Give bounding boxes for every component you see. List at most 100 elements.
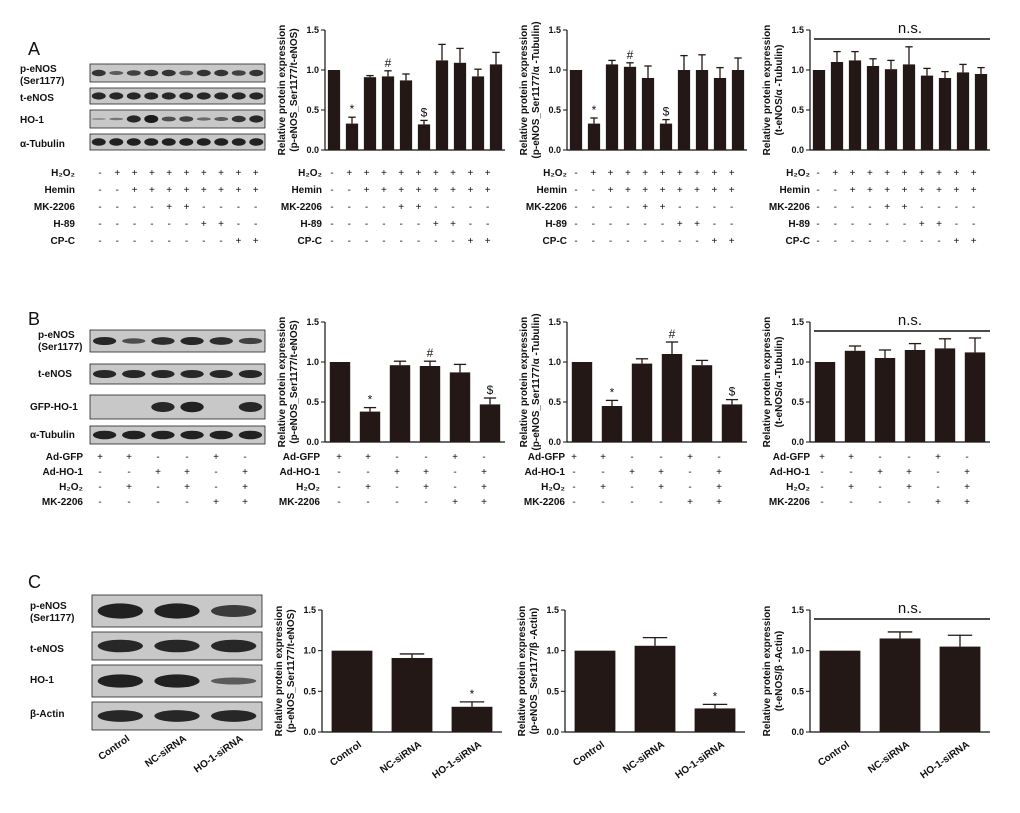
- condition-sign: -: [400, 219, 403, 230]
- condition-sign: -: [851, 219, 854, 230]
- condition-sign: +: [218, 168, 224, 179]
- condition-sign: -: [572, 467, 575, 478]
- condition-sign: -: [243, 452, 246, 463]
- x-tick-label: HO-1-siRNA: [431, 739, 484, 781]
- condition-sign: +: [716, 497, 722, 508]
- bar: [938, 78, 952, 150]
- condition-sign: -: [330, 236, 333, 247]
- condition-sign: +: [201, 185, 207, 196]
- condition-sign: -: [695, 236, 698, 247]
- blot-band: [97, 639, 143, 653]
- condition-sign: -: [903, 219, 906, 230]
- condition-sign: +: [166, 185, 172, 196]
- condition-sign: -: [98, 202, 101, 213]
- condition-sign: -: [936, 467, 939, 478]
- blot-band: [249, 115, 264, 123]
- condition-label: MK-2206: [526, 202, 568, 213]
- condition-sign: +: [729, 185, 735, 196]
- blot-label: t-eNOS: [20, 93, 54, 104]
- bar: [844, 350, 866, 442]
- x-tick-label: Control: [328, 739, 364, 769]
- blot-band: [249, 138, 264, 146]
- condition-sign: +: [902, 168, 908, 179]
- bar: [956, 72, 970, 150]
- blot-band: [196, 117, 211, 121]
- y-axis-label: Relative protein expression: [277, 25, 288, 156]
- bar: [731, 70, 745, 150]
- y-tick-label: 1.0: [306, 65, 319, 75]
- condition-sign: +: [485, 185, 491, 196]
- blot-band: [231, 70, 246, 76]
- bar: [819, 650, 861, 732]
- condition-label: Hemin: [536, 185, 567, 196]
- condition-sign: +: [936, 185, 942, 196]
- blot-band: [214, 138, 229, 146]
- condition-sign: -: [572, 497, 575, 508]
- condition-sign: +: [398, 185, 404, 196]
- bar: [571, 362, 593, 442]
- condition-sign: -: [98, 482, 101, 493]
- condition-sign: -: [851, 202, 854, 213]
- x-tick-label: NC-siRNA: [866, 739, 911, 775]
- condition-sign: +: [953, 236, 959, 247]
- blot-band: [92, 336, 117, 346]
- blot-band: [179, 92, 194, 100]
- condition-sign: -: [400, 236, 403, 247]
- condition-sign: +: [971, 168, 977, 179]
- condition-label: Ad-GFP: [46, 452, 84, 463]
- condition-sign: +: [608, 185, 614, 196]
- condition-sign: -: [382, 202, 385, 213]
- blot-band: [238, 430, 263, 440]
- condition-sign: -: [849, 467, 852, 478]
- blot-label: p-eNOS: [38, 330, 75, 341]
- condition-sign: -: [348, 185, 351, 196]
- condition-sign: -: [907, 497, 910, 508]
- condition-label: H-89: [545, 219, 567, 230]
- y-tick-label: 1.5: [791, 605, 804, 615]
- y-tick-label: 0.0: [548, 437, 561, 447]
- bar: [884, 69, 898, 150]
- blot-strip: [89, 109, 266, 129]
- condition-label: CP-C: [298, 236, 322, 247]
- blot-band: [154, 639, 200, 653]
- condition-sign: -: [574, 202, 577, 213]
- condition-sign: -: [116, 219, 119, 230]
- condition-sign: +: [336, 452, 342, 463]
- blot-band: [91, 138, 106, 146]
- blot-band: [126, 138, 141, 146]
- condition-sign: -: [574, 236, 577, 247]
- condition-sign: -: [98, 219, 101, 230]
- y-axis-label: (t-eNOS/α -Tubulin): [774, 337, 785, 428]
- condition-sign: +: [906, 467, 912, 478]
- bar: [902, 64, 916, 150]
- condition-sign: -: [592, 219, 595, 230]
- bar: [713, 78, 727, 150]
- condition-sign: -: [820, 467, 823, 478]
- condition-sign: +: [935, 452, 941, 463]
- blot-band: [180, 430, 204, 440]
- condition-sign: -: [878, 482, 881, 493]
- condition-label: H-89: [53, 219, 75, 230]
- condition-sign: -: [630, 497, 633, 508]
- condition-sign: +: [132, 168, 138, 179]
- blot-band: [238, 402, 263, 412]
- condition-sign: +: [600, 482, 606, 493]
- panel-letter: B: [28, 309, 40, 329]
- condition-sign: +: [452, 452, 458, 463]
- condition-sign: -: [219, 236, 222, 247]
- condition-sign: -: [365, 202, 368, 213]
- condition-sign: -: [644, 219, 647, 230]
- condition-sign: +: [218, 185, 224, 196]
- blot-band: [196, 138, 211, 146]
- blot-band: [91, 92, 106, 100]
- blot-band: [161, 116, 176, 122]
- condition-sign: -: [955, 219, 958, 230]
- condition-sign: -: [601, 497, 604, 508]
- condition-sign: +: [906, 482, 912, 493]
- condition-sign: +: [629, 467, 635, 478]
- condition-sign: +: [166, 202, 172, 213]
- condition-sign: +: [452, 497, 458, 508]
- ns-label: n.s.: [898, 600, 922, 617]
- blot-band: [122, 430, 146, 440]
- condition-label: MK-2206: [281, 202, 323, 213]
